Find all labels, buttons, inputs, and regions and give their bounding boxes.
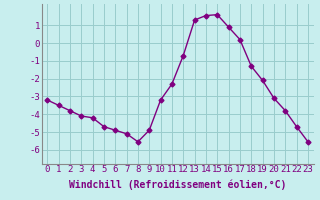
X-axis label: Windchill (Refroidissement éolien,°C): Windchill (Refroidissement éolien,°C) (69, 180, 286, 190)
